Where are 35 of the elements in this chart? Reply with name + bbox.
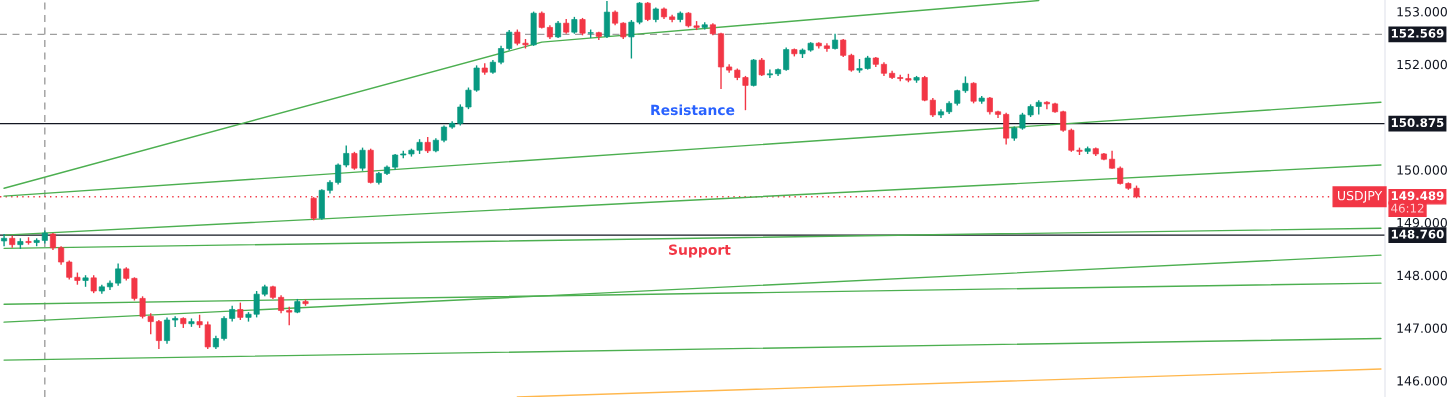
candlestick (1003, 112, 1010, 146)
candlestick (783, 46, 790, 72)
y-tick-label: 148.000 (1397, 270, 1447, 281)
candlestick (155, 319, 162, 350)
candlestick (970, 81, 977, 105)
candlestick (1043, 100, 1050, 110)
annotation: Support (669, 244, 731, 258)
y-tick-label: 149.000 (1397, 217, 1447, 228)
y-tick-label: 150.000 (1397, 165, 1447, 175)
candlestick (286, 306, 293, 326)
candlestick (921, 75, 928, 102)
candlestick (221, 315, 228, 342)
ref-line-label: 149.489 (1391, 191, 1444, 201)
candlestick (498, 45, 505, 66)
candlestick (172, 315, 179, 328)
y-tick-label: 146.000 (1397, 376, 1447, 386)
y-tick-label: 152.000 (1397, 59, 1447, 70)
y-tick-label: 153.000 (1397, 7, 1447, 17)
annotation: Resistance (651, 104, 735, 116)
candlestick (335, 162, 342, 186)
candlestick (343, 144, 350, 168)
ref-line-label: 152.569 (1391, 28, 1444, 38)
ref-line-label: 148.760 (1391, 229, 1444, 239)
y-tick-label: 147.000 (1397, 323, 1447, 333)
candlestick (506, 29, 513, 52)
candlestick (1, 233, 8, 247)
text: 46:12 (1391, 203, 1424, 213)
candlestick (58, 245, 65, 266)
candlestick (359, 146, 366, 172)
candlestick (644, 1, 651, 22)
annotation: USDJPY (1338, 190, 1383, 203)
ref-line-label: 150.875 (1391, 118, 1444, 128)
candlestick (164, 316, 171, 345)
candlestick (929, 97, 936, 118)
candlestick (115, 262, 122, 287)
